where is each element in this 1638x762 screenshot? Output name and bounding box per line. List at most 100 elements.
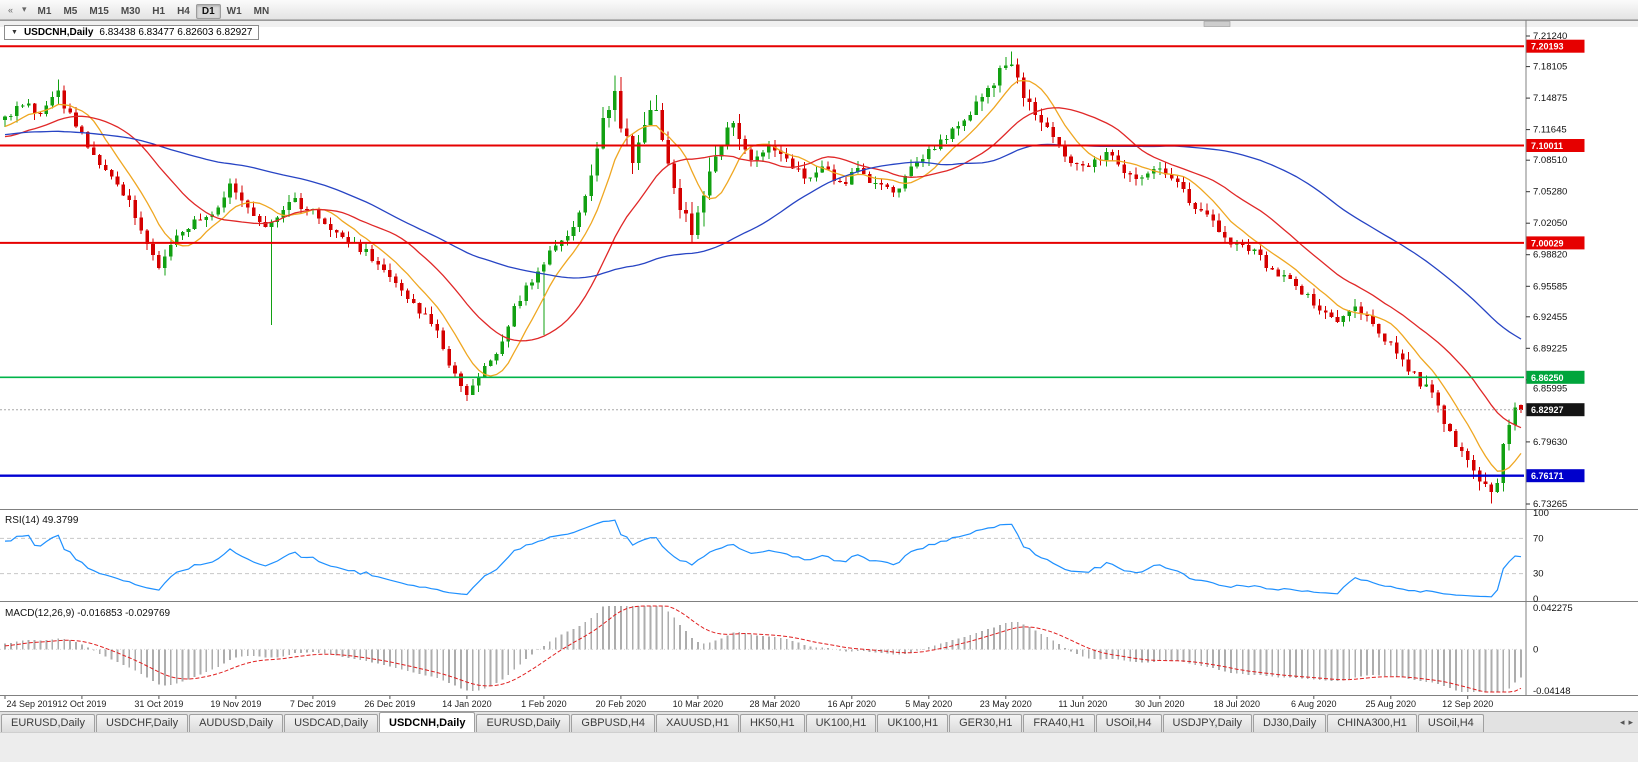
svg-text:7.11645: 7.11645	[1533, 125, 1567, 136]
price-badge-7.20193: 7.20193	[1526, 39, 1585, 53]
tab-scroll-arrows: ◂ ▸	[1616, 717, 1637, 732]
ma-mid-line[interactable]	[4, 107, 1522, 429]
price-axis[interactable]: 7.21240 7.18105 7.14875 7.11645 7.08510 7.052…	[1526, 31, 1585, 510]
svg-text:1 Feb 2020: 1 Feb 2020	[521, 699, 567, 709]
svg-text:23 May 2020: 23 May 2020	[980, 699, 1032, 709]
svg-text:6.92455: 6.92455	[1533, 312, 1567, 323]
ma-slow-line[interactable]	[4, 130, 1522, 340]
collapse-arrow-icon[interactable]: ▼	[11, 29, 18, 36]
svg-text:25 Aug 2020: 25 Aug 2020	[1366, 699, 1417, 709]
chart-tab-3-usdcad-daily[interactable]: USDCAD,Daily	[284, 714, 379, 732]
rsi-line	[4, 519, 1522, 598]
svg-text:14 Jan 2020: 14 Jan 2020	[442, 699, 492, 709]
timeframe-button-h4[interactable]: H4	[177, 5, 190, 17]
timeframe-button-m30[interactable]: M30	[120, 5, 141, 17]
macd-signal-line	[4, 605, 1522, 693]
candles-layer	[3, 51, 1523, 504]
chart-tab-8-hk50-h1[interactable]: HK50,H1	[739, 714, 805, 732]
chart-area[interactable]: 7.21240 7.18105 7.14875 7.11645 7.08510 7.052…	[0, 20, 1638, 711]
svg-text:RSI(14) 49.3799: RSI(14) 49.3799	[5, 515, 79, 526]
ma-fast-line[interactable]	[4, 79, 1522, 472]
chart-background[interactable]	[0, 20, 1638, 711]
svg-text:7.21240: 7.21240	[1533, 31, 1567, 42]
chart-tab-0-eurusd-daily[interactable]: EURUSD,Daily	[1, 714, 95, 732]
timeframe-button-m15[interactable]: M15	[89, 5, 109, 17]
timeframe-button-mn[interactable]: MN	[253, 5, 270, 17]
svg-text:30: 30	[1533, 569, 1544, 580]
chart-tab-14-usdjpy-daily[interactable]: USDJPY,Daily	[1162, 714, 1253, 732]
svg-text:20 Feb 2020: 20 Feb 2020	[596, 699, 647, 709]
svg-text:18 Jul 2020: 18 Jul 2020	[1214, 699, 1261, 709]
panel-separators	[0, 20, 1638, 696]
chart-tab-11-ger30-h1[interactable]: GER30,H1	[949, 714, 1023, 732]
chart-tab-10-uk100-h1[interactable]: UK100,H1	[877, 714, 949, 732]
chart-tab-1-usdchf-daily[interactable]: USDCHF,Daily	[95, 714, 189, 732]
chart-tab-6-gbpusd-h4[interactable]: GBPUSD,H4	[571, 714, 655, 732]
svg-text:11 Jun 2020: 11 Jun 2020	[1058, 699, 1107, 709]
tab-scroll-right-icon[interactable]: ▸	[1628, 717, 1633, 727]
svg-text:70: 70	[1533, 533, 1544, 544]
chart-tab-16-china300-h1[interactable]: CHINA300,H1	[1327, 714, 1417, 732]
svg-text:24 Sep 2019: 24 Sep 2019	[6, 699, 57, 709]
svg-text:6.82927: 6.82927	[1531, 405, 1564, 415]
scrollbar-thumb[interactable]	[1203, 21, 1231, 27]
chart-tab-7-xauusd-h1[interactable]: XAUUSD,H1	[655, 714, 739, 732]
timeframe-button-d1[interactable]: D1	[195, 3, 221, 19]
chart-tab-4-usdcnh-daily[interactable]: USDCNH,Daily	[379, 712, 476, 732]
svg-text:7 Dec 2019: 7 Dec 2019	[290, 699, 336, 709]
svg-text:12 Oct 2019: 12 Oct 2019	[57, 699, 106, 709]
chart-tab-2-audusd-daily[interactable]: AUDUSD,Daily	[189, 714, 284, 732]
timeframe-button-m5[interactable]: M5	[63, 5, 78, 17]
svg-text:31 Oct 2019: 31 Oct 2019	[134, 699, 183, 709]
time-axis[interactable]: 24 Sep 2019 12 Oct 2019 31 Oct 2019 19 Nov …	[4, 696, 1493, 709]
chart-symbol-label: USDCNH,Daily	[23, 27, 94, 38]
rsi-panel: 100 70 30 0 RSI(14) 49.3799	[0, 508, 1549, 605]
toolbar-menu-icon[interactable]: ▾	[22, 4, 27, 14]
svg-text:7.10011: 7.10011	[1531, 141, 1563, 151]
svg-text:6 Aug 2020: 6 Aug 2020	[1291, 699, 1337, 709]
timeframe-toolbar: « ▾ M1 M5 M15 M30 H1 H4 D1 W1 MN	[0, 0, 1638, 20]
toolbar-back-icon[interactable]: «	[8, 4, 14, 15]
chart-tab-9-uk100-h1[interactable]: UK100,H1	[805, 714, 877, 732]
chart-tab-12-fra40-h1[interactable]: FRA40,H1	[1023, 714, 1095, 732]
chart-tab-13-usoil-h4[interactable]: USOil,H4	[1095, 714, 1162, 732]
moving-averages-layer	[4, 79, 1522, 472]
svg-text:6.79630: 6.79630	[1533, 437, 1567, 448]
svg-text:7.02050: 7.02050	[1533, 218, 1567, 229]
svg-text:7.05280: 7.05280	[1533, 187, 1567, 198]
timeframe-button-m1[interactable]: M1	[37, 5, 52, 17]
horizontal-levels	[0, 45, 1524, 477]
price-badge-7.00029: 7.00029	[1526, 236, 1585, 250]
svg-text:16 Apr 2020: 16 Apr 2020	[828, 699, 877, 709]
price-badge-6.82927: 6.82927	[1526, 403, 1585, 417]
svg-text:6.86250: 6.86250	[1531, 373, 1564, 383]
price-badge-7.10011: 7.10011	[1526, 139, 1585, 152]
chart-title-box: ▼ USDCNH,Daily 6.83438 6.83477 6.82603 6…	[4, 25, 260, 40]
svg-text:100: 100	[1533, 508, 1549, 519]
chart-tab-15-dj30-daily[interactable]: DJ30,Daily	[1253, 714, 1327, 732]
svg-text:10 Mar 2020: 10 Mar 2020	[673, 699, 724, 709]
macd-histogram	[4, 606, 1522, 692]
chart-tab-bar: EURUSD,Daily USDCHF,Daily AUDUSD,Daily USDC…	[0, 711, 1638, 732]
svg-text:0.042275: 0.042275	[1533, 603, 1573, 614]
svg-text:6.89225: 6.89225	[1533, 343, 1567, 354]
svg-text:7.20193: 7.20193	[1531, 42, 1564, 52]
macd-panel: 0.042275 0 -0.04148 MACD(12,26,9) -0.016853…	[0, 603, 1573, 697]
price-badge-6.76171: 6.76171	[1526, 469, 1585, 483]
chart-tab-17-usoil-h4[interactable]: USOil,H4	[1417, 714, 1484, 732]
tab-scroll-left-icon[interactable]: ◂	[1619, 717, 1625, 727]
chart-tab-5-eurusd-daily[interactable]: EURUSD,Daily	[476, 714, 571, 732]
svg-text:6.85995: 6.85995	[1533, 383, 1567, 394]
svg-text:0: 0	[1533, 644, 1538, 655]
svg-text:-0.04148: -0.04148	[1533, 686, 1571, 697]
svg-text:6.98820: 6.98820	[1533, 250, 1567, 261]
timeframe-button-h1[interactable]: H1	[152, 5, 166, 17]
svg-text:5 May 2020: 5 May 2020	[905, 699, 952, 709]
svg-text:7.08510: 7.08510	[1533, 155, 1567, 166]
timeframe-button-w1[interactable]: W1	[226, 5, 242, 17]
svg-text:MACD(12,26,9) -0.016853 -0.029: MACD(12,26,9) -0.016853 -0.029769	[5, 608, 171, 619]
svg-text:26 Dec 2019: 26 Dec 2019	[364, 699, 415, 709]
svg-text:6.73265: 6.73265	[1533, 499, 1567, 510]
price-chart[interactable]: 7.21240 7.18105 7.14875 7.11645 7.08510 7.052…	[0, 20, 1638, 711]
